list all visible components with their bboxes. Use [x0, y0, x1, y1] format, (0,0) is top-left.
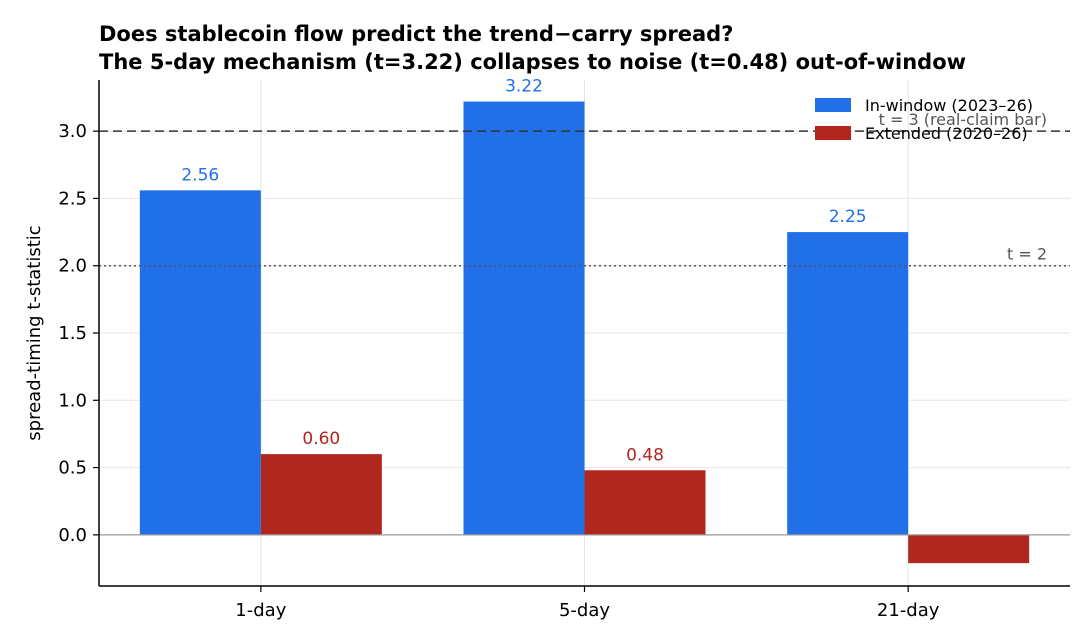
bar-extended-1-day [260, 454, 382, 535]
bar-in-window-5-day [463, 101, 585, 535]
legend-entry: Extended (2020–26) [865, 124, 1028, 143]
y-tick-label: 2.5 [58, 188, 87, 209]
x-tick-label: 1-day [235, 600, 286, 621]
data-label: 0.60 [302, 429, 340, 449]
legend-entry: In-window (2023–26) [865, 96, 1033, 115]
bar-extended-5-day [584, 470, 706, 535]
bar-in-window-21-day [787, 232, 909, 535]
y-tick-label: 3.0 [58, 121, 87, 142]
reference-line-label: t = 2 [1007, 245, 1047, 264]
legend-swatch [815, 98, 851, 112]
bar-in-window-1-day [139, 190, 261, 535]
legend-swatch [815, 126, 851, 140]
y-axis-title: spread-timing t-statistic [24, 225, 45, 440]
data-label: 3.22 [505, 77, 543, 97]
bar-extended-21-day [908, 534, 1030, 564]
reference-line-label: t = 3 (real-claim bar) [879, 110, 1047, 129]
plot-area: t = 3 (real-claim bar) t = 2 2.56 3.22 2.25 0… [24, 77, 1070, 621]
y-tick-label: 1.5 [58, 323, 87, 344]
chart-title: Does stablecoin flow predict the trend−c… [99, 22, 733, 46]
chart-subtitle: The 5-day mechanism (t=3.22) collapses t… [99, 50, 966, 74]
data-label: 2.25 [829, 207, 867, 227]
y-tick-label: 0.0 [58, 525, 87, 546]
x-tick-label: 21-day [877, 600, 940, 621]
data-label: 2.56 [181, 165, 219, 185]
y-tick-label: 1.0 [58, 390, 87, 411]
y-tick-label: 0.5 [58, 458, 87, 479]
y-tick-label: 2.0 [58, 256, 87, 277]
x-tick-label: 5-day [559, 600, 610, 621]
data-label: 0.48 [626, 445, 664, 465]
